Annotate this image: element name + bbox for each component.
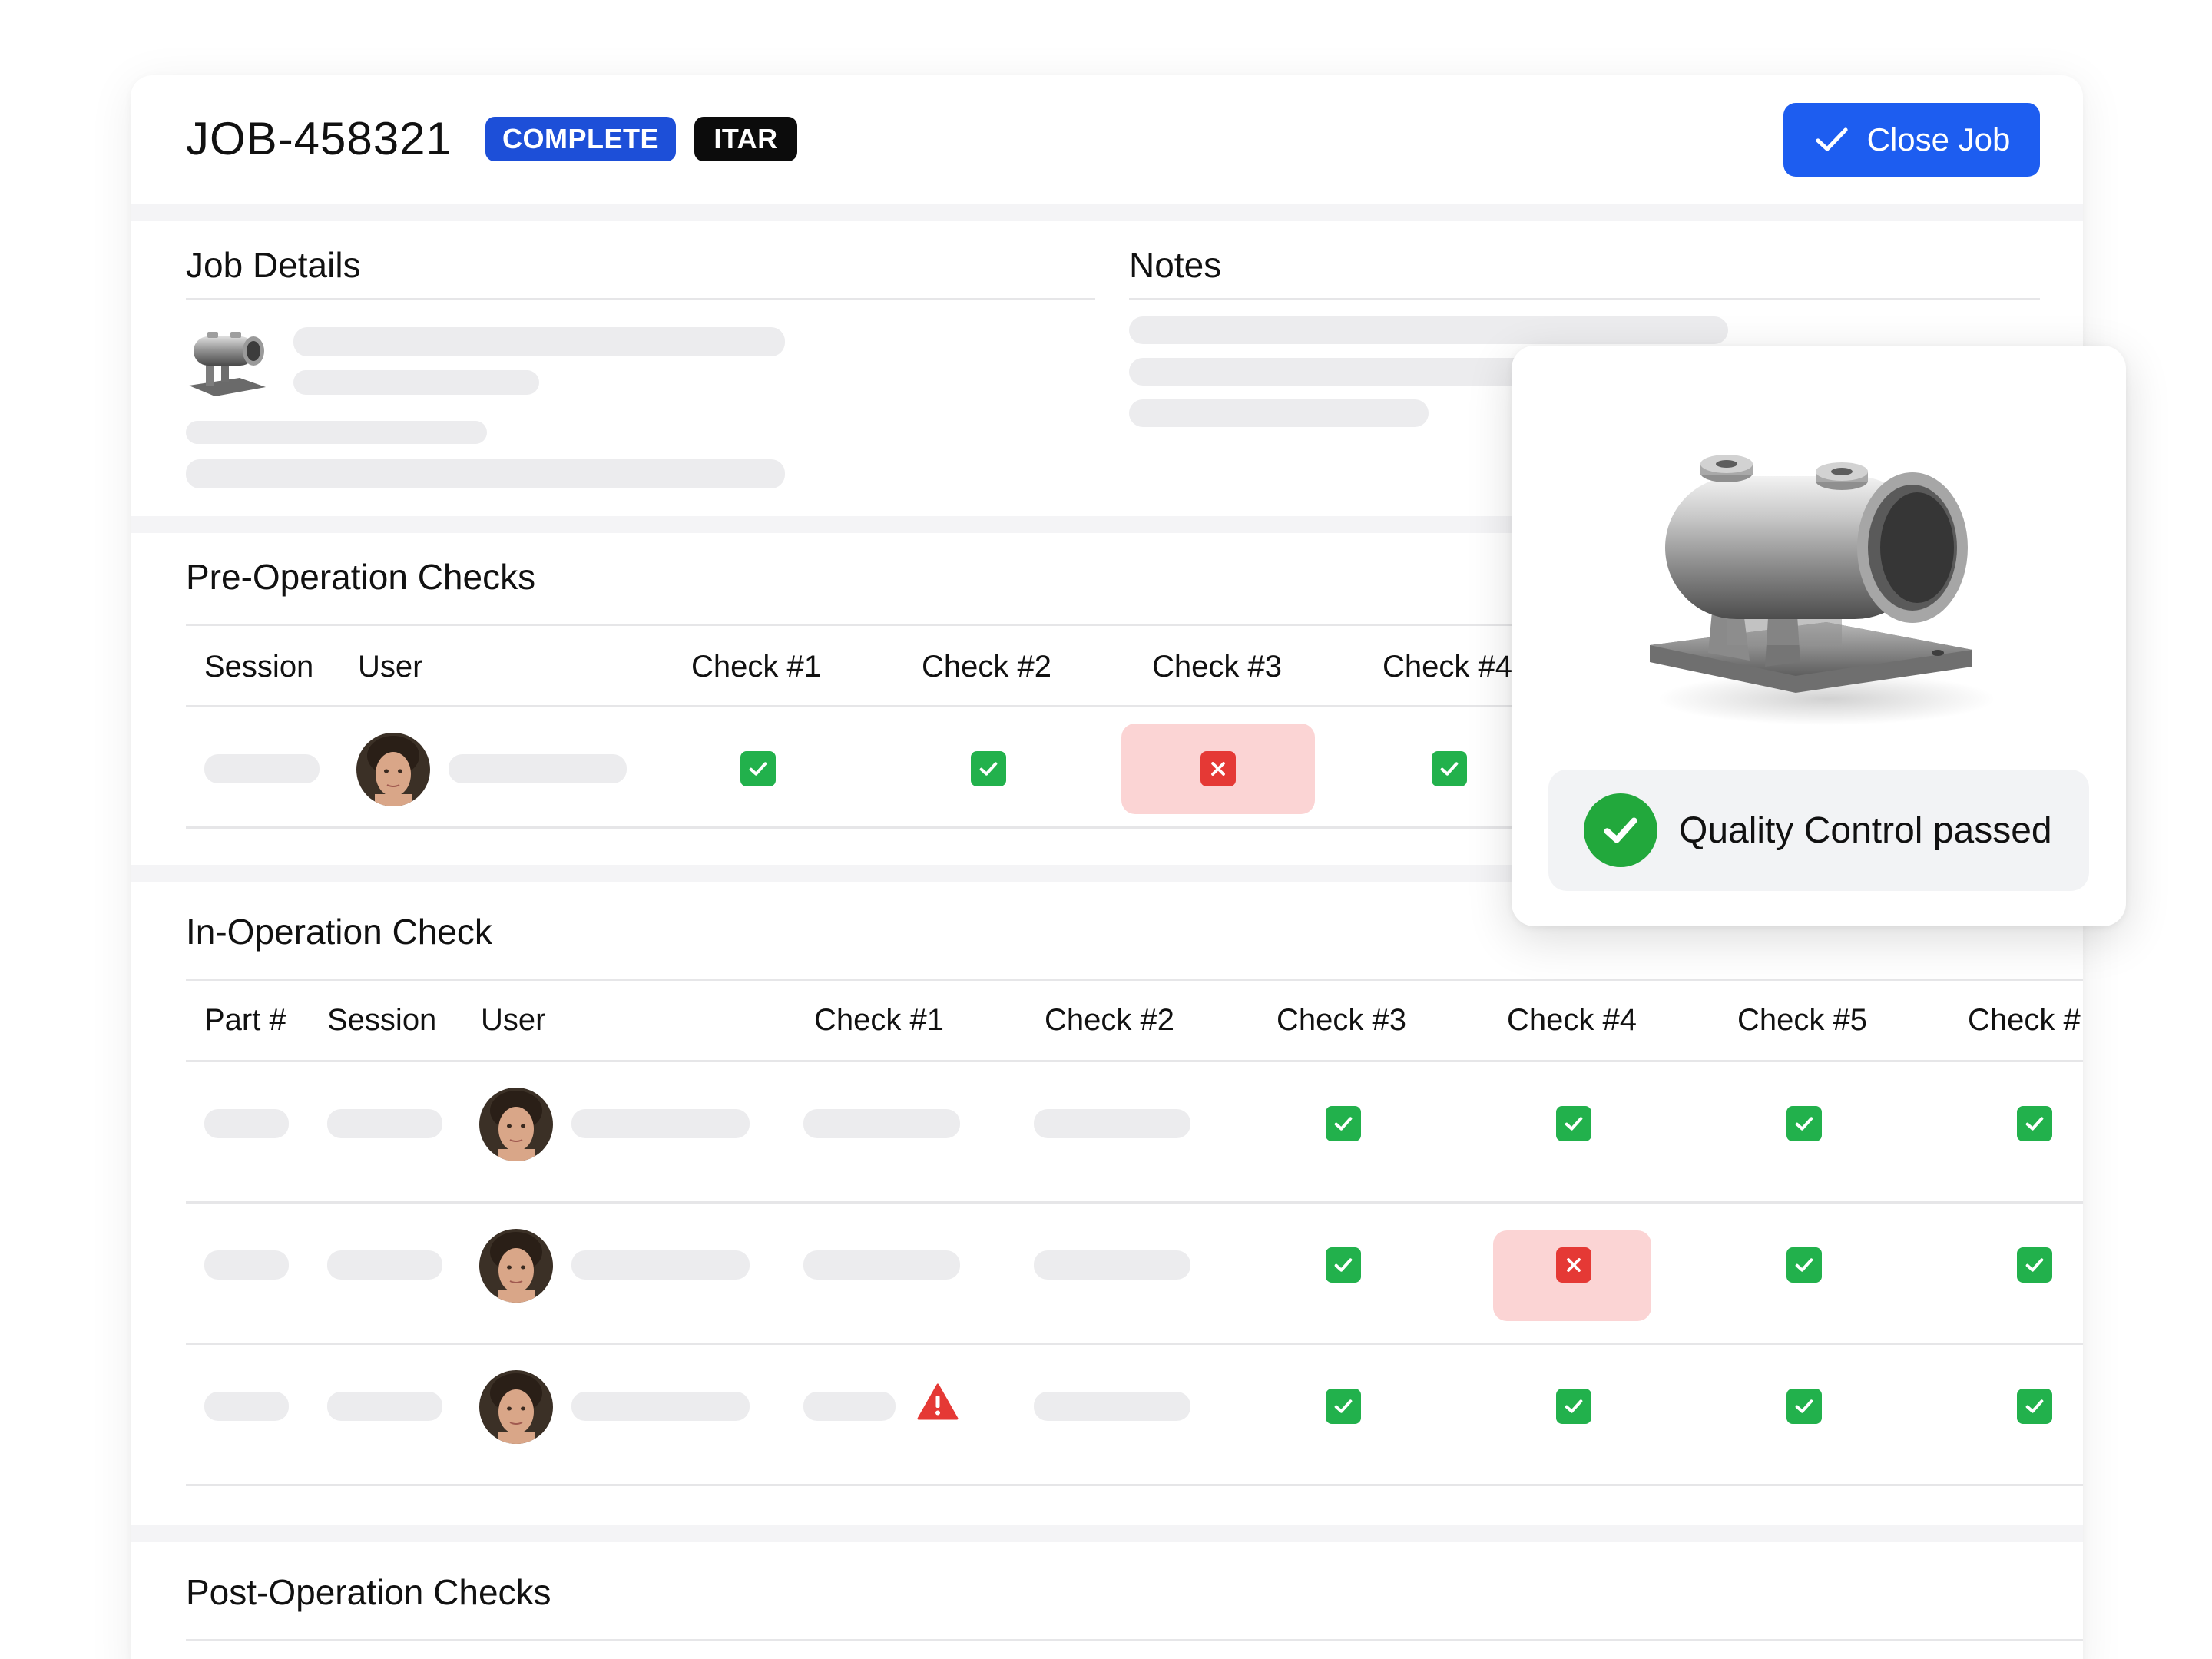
skeleton-line	[571, 1109, 750, 1138]
check-circle-icon	[1584, 793, 1657, 867]
skeleton-line	[803, 1392, 896, 1421]
skeleton-line	[327, 1392, 442, 1421]
divider	[186, 1343, 2083, 1345]
check-icon	[2017, 1247, 2052, 1283]
skeleton-line	[204, 1250, 289, 1280]
skeleton-line	[1034, 1250, 1190, 1280]
column-header: Check #3	[1277, 1003, 1406, 1037]
skeleton-line	[327, 1250, 442, 1280]
column-header: User	[481, 1003, 546, 1037]
column-header: Part #	[204, 1003, 286, 1037]
skeleton-line	[186, 421, 487, 444]
divider	[131, 204, 2083, 221]
check-icon	[1786, 1389, 1822, 1424]
check-icon	[971, 751, 1006, 786]
checkmark-icon	[1816, 127, 1848, 151]
check-icon	[1786, 1247, 1822, 1283]
column-header: Check #2	[922, 650, 1051, 684]
skeleton-line	[204, 1109, 289, 1138]
check-icon	[1556, 1389, 1591, 1424]
avatar	[356, 733, 430, 806]
quality-control-popup: Quality Control passed	[1512, 346, 2126, 926]
x-icon	[1200, 751, 1236, 786]
skeleton-line	[571, 1392, 750, 1421]
close-job-button[interactable]: Close Job	[1783, 103, 2040, 177]
column-header: Check #1	[814, 1003, 944, 1037]
check-icon	[740, 751, 776, 786]
column-header: Check #4	[1382, 650, 1512, 684]
column-header: Session	[327, 1003, 437, 1037]
divider	[186, 1484, 2083, 1486]
notes-title: Notes	[1129, 245, 1222, 285]
divider	[186, 1639, 2083, 1641]
warning-triangle-icon	[917, 1382, 959, 1421]
column-header: Check #4	[1507, 1003, 1637, 1037]
avatar	[479, 1229, 553, 1303]
check-icon	[1786, 1106, 1822, 1141]
check-icon	[1556, 1106, 1591, 1141]
avatar	[479, 1370, 553, 1444]
skeleton-line	[204, 754, 320, 783]
skeleton-line	[186, 459, 785, 488]
column-header: Check #5	[1737, 1003, 1867, 1037]
column-header: Check #1	[691, 650, 821, 684]
check-icon	[2017, 1106, 2052, 1141]
skeleton-line	[571, 1250, 750, 1280]
check-icon	[1326, 1106, 1361, 1141]
skeleton-line	[293, 327, 785, 356]
column-header: Check #2	[1045, 1003, 1174, 1037]
pipe-bracket-part-image	[1634, 392, 2003, 730]
check-icon	[1326, 1389, 1361, 1424]
divider	[186, 624, 2083, 626]
divider	[186, 705, 2083, 707]
column-header: Check #	[1968, 1003, 2081, 1037]
divider	[186, 1060, 2083, 1062]
quality-status-banner: Quality Control passed	[1548, 770, 2089, 891]
skeleton-line	[803, 1109, 960, 1138]
skeleton-line	[803, 1250, 960, 1280]
divider	[186, 1201, 2083, 1204]
close-job-label: Close Job	[1866, 121, 2011, 157]
part-thumbnail	[186, 323, 270, 399]
job-details-title: Job Details	[186, 245, 361, 285]
status-badge: COMPLETE	[485, 117, 676, 161]
skeleton-line	[1034, 1392, 1190, 1421]
x-icon	[1556, 1247, 1591, 1283]
in-operation-title: In-Operation Check	[186, 912, 492, 952]
skeleton-line	[449, 754, 627, 783]
column-header: User	[358, 650, 423, 684]
itar-badge: ITAR	[694, 117, 797, 161]
column-header: Check #3	[1152, 650, 1282, 684]
pre-operation-title: Pre-Operation Checks	[186, 557, 536, 597]
job-id-title: JOB-458321	[186, 113, 452, 164]
divider	[186, 298, 1095, 300]
skeleton-line	[1034, 1109, 1190, 1138]
divider	[131, 1525, 2083, 1542]
skeleton-line	[204, 1392, 289, 1421]
skeleton-line	[1129, 316, 1728, 344]
divider	[186, 979, 2083, 981]
skeleton-line	[1129, 399, 1429, 427]
skeleton-line	[327, 1109, 442, 1138]
check-icon	[1432, 751, 1467, 786]
check-icon	[2017, 1389, 2052, 1424]
divider	[1129, 298, 2040, 300]
column-header: Session	[204, 650, 314, 684]
divider	[186, 826, 2083, 829]
quality-status-text: Quality Control passed	[1679, 810, 2052, 851]
skeleton-line	[293, 370, 539, 395]
check-icon	[1326, 1247, 1361, 1283]
avatar	[479, 1088, 553, 1161]
post-operation-title: Post-Operation Checks	[186, 1572, 551, 1612]
